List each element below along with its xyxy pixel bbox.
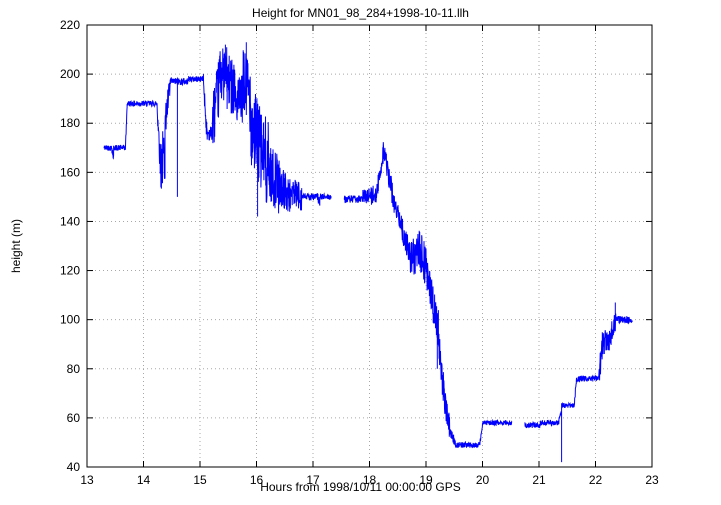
y-tick-label: 120 (60, 264, 80, 278)
y-tick-label: 160 (60, 165, 80, 179)
y-tick-label: 100 (60, 313, 80, 327)
y-tick-label: 200 (60, 67, 80, 81)
chart-title: Height for MN01_98_284+1998-10-11.llh (252, 6, 469, 20)
x-tick-label: 17 (306, 473, 320, 487)
x-axis-label: Hours from 1998/10/11 00:00:00 GPS (260, 480, 461, 494)
x-tick-label: 22 (589, 473, 603, 487)
x-tick-label: 16 (250, 473, 264, 487)
height-series-line (524, 302, 633, 463)
height-series-line (343, 142, 513, 449)
y-tick-label: 40 (67, 460, 81, 474)
x-tick-label: 15 (193, 473, 207, 487)
x-tick-label: 23 (645, 473, 659, 487)
x-tick-label: 20 (476, 473, 490, 487)
x-tick-label: 14 (137, 473, 151, 487)
y-tick-label: 180 (60, 116, 80, 130)
x-tick-label: 13 (80, 473, 94, 487)
y-tick-label: 140 (60, 214, 80, 228)
x-tick-label: 18 (363, 473, 377, 487)
y-tick-label: 60 (67, 411, 81, 425)
y-tick-label: 220 (60, 18, 80, 32)
y-tick-label: 80 (67, 362, 81, 376)
x-tick-label: 21 (532, 473, 546, 487)
height-series-line (103, 42, 332, 217)
x-tick-label: 19 (419, 473, 433, 487)
